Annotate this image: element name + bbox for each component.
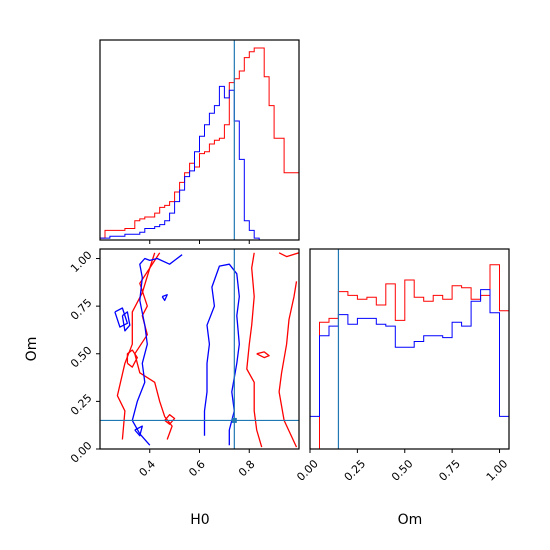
contour-series-a-7 xyxy=(256,351,270,359)
om-x-tick-label-0.50: 0.50 xyxy=(389,457,416,484)
h0-tick-label-0.8: 0.8 xyxy=(236,458,258,480)
truth-marker xyxy=(231,417,237,423)
contour-series-a-8 xyxy=(164,414,176,425)
contour-series-b-5 xyxy=(161,294,168,302)
h0-histogram-series-b xyxy=(99,85,299,241)
om-y-tick-label-1.00: 1.00 xyxy=(68,249,95,276)
contour-series-a-2 xyxy=(134,252,173,440)
contour-series-b-4 xyxy=(114,307,129,328)
y-axis-label-om: Om xyxy=(24,337,40,362)
om-y-tick-label-0.75: 0.75 xyxy=(68,296,95,323)
panel-om-frame xyxy=(309,248,510,450)
om-x-tick-label-0.00: 0.00 xyxy=(294,457,321,484)
om-y-tick-label-0.00: 0.00 xyxy=(68,439,95,466)
contour-series-b-2 xyxy=(203,263,240,446)
om-x-tick-label-0.25: 0.25 xyxy=(342,457,369,484)
om-x-tick-label-1.00: 1.00 xyxy=(484,457,511,484)
contour-series-a-3 xyxy=(246,252,263,448)
contour-series-b-3 xyxy=(121,311,131,332)
contour-series-a-5 xyxy=(278,252,299,258)
contour-series-b-6 xyxy=(134,425,143,437)
contour-series-a-1 xyxy=(116,252,161,440)
h0-histogram-series-a xyxy=(99,47,300,240)
h0-tick-label-0.6: 0.6 xyxy=(186,458,208,480)
panel-h0-om-contours: 0.4 0.6 0.8 0.00 0.25 0.50 0.75 1.00 xyxy=(68,248,300,480)
om-histogram-series-a xyxy=(310,264,509,449)
contour-series-b-1 xyxy=(131,254,183,446)
x-axis-label-om: Om xyxy=(398,512,423,528)
om-y-tick-label-0.50: 0.50 xyxy=(68,344,95,371)
om-y-tick-label-0.25: 0.25 xyxy=(68,391,95,418)
x-axis-label-h0: H0 xyxy=(190,512,209,528)
om-histogram-series-b xyxy=(310,289,509,449)
panel-h0-histogram xyxy=(99,39,300,244)
panel-om-histogram: 0.00 0.25 0.50 0.75 1.00 xyxy=(294,248,511,484)
contour-series-a-6 xyxy=(126,349,138,368)
contour-series-a-4 xyxy=(278,281,298,448)
h0-tick-label-0.4: 0.4 xyxy=(136,458,158,480)
om-x-tick-label-0.75: 0.75 xyxy=(436,457,463,484)
